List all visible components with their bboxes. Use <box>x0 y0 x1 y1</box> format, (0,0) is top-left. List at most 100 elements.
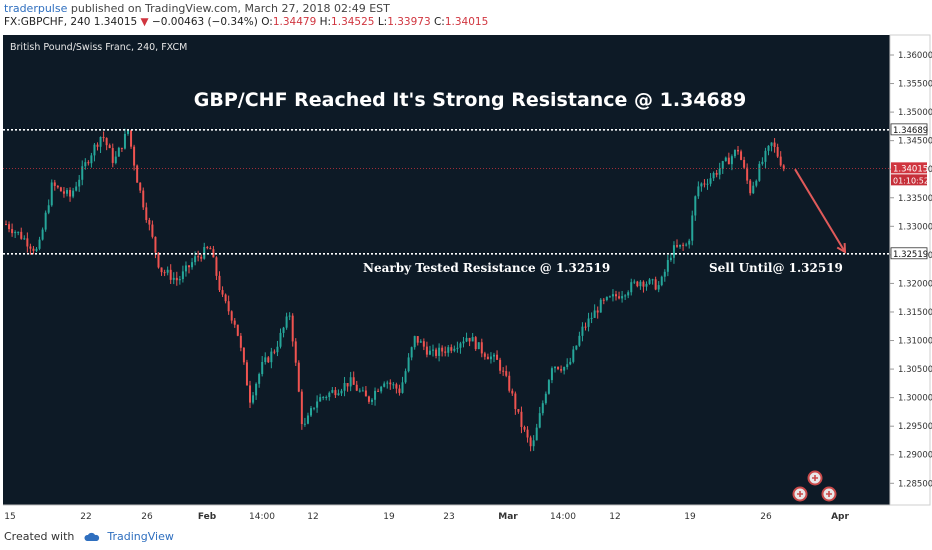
level-label-bg <box>890 247 928 260</box>
candle-body <box>175 277 178 281</box>
candle-body <box>69 190 72 197</box>
candle-body <box>84 162 87 167</box>
candle-body <box>581 326 584 336</box>
candle-body <box>508 375 511 391</box>
candle-body <box>444 351 447 353</box>
candle-body <box>456 347 459 349</box>
y-tick-label: 1.30000 <box>898 394 932 404</box>
down-arrow-icon: ▼ <box>140 16 149 28</box>
candle-body <box>322 397 325 399</box>
y-tick-label: 1.35000 <box>898 108 932 118</box>
candle-body <box>557 366 560 370</box>
candle-body <box>413 336 416 348</box>
candle-body <box>47 205 50 213</box>
candle-body <box>425 346 428 355</box>
candle-body <box>480 342 483 354</box>
countdown-label: 01:10:52 <box>893 176 929 185</box>
candle-body <box>139 182 142 191</box>
candle-body <box>221 290 224 295</box>
current-price-label-bg <box>891 162 927 174</box>
price-change: −0.00463 (−0.34%) <box>151 16 258 28</box>
open-label: O: <box>261 16 273 28</box>
candle-body <box>755 180 758 186</box>
candle-body <box>477 342 480 350</box>
candle-body <box>547 380 550 394</box>
candle-body <box>303 423 306 425</box>
candle-body <box>282 327 285 333</box>
price-axis <box>889 34 931 506</box>
y-tick-label: 1.34500 <box>898 137 932 147</box>
candle-body <box>215 257 218 276</box>
candle-body <box>432 349 434 351</box>
x-tick-label: 22 <box>80 512 91 522</box>
candle-body <box>618 296 621 299</box>
candle-body <box>529 437 532 447</box>
candle-body <box>123 133 126 149</box>
candle-body <box>764 150 767 162</box>
candle-body <box>450 347 453 351</box>
level-label: 1.32519 <box>893 250 928 260</box>
countdown-label-bg <box>891 174 927 186</box>
price-chart[interactable]: British Pound/Swiss Franc, 240, FXCM 1.36… <box>0 32 932 524</box>
candle-body <box>212 249 215 258</box>
candle-body <box>737 149 739 152</box>
candle-body <box>694 196 697 216</box>
candle-body <box>108 145 111 149</box>
candle-body <box>514 393 517 410</box>
candle-body <box>575 345 578 350</box>
candle-body <box>724 157 727 162</box>
candle-body <box>499 359 502 371</box>
x-tick-label: 26 <box>141 512 153 522</box>
candle-body <box>102 136 105 139</box>
candle-body <box>184 265 187 272</box>
candle-body <box>459 343 462 348</box>
candle-body <box>35 248 38 251</box>
candle-body <box>718 168 721 175</box>
x-tick-label: 14:00 <box>550 512 576 522</box>
candles <box>5 128 785 452</box>
candle-body <box>730 156 733 165</box>
x-tick-label: 12 <box>609 512 620 522</box>
author-link[interactable]: traderpulse <box>4 2 68 15</box>
candle-body <box>349 377 352 387</box>
candle-body <box>438 347 441 356</box>
candle-body <box>663 271 666 277</box>
candle-body <box>639 281 642 287</box>
candle-body <box>535 427 538 441</box>
candle-body <box>544 393 547 404</box>
candle-body <box>572 349 575 362</box>
candle-body <box>419 341 422 343</box>
current-price-label: 1.34015 <box>893 164 928 174</box>
candle-body <box>761 161 764 164</box>
annotation-title: GBP/CHF Reached It's Strong Resistance @… <box>194 89 746 111</box>
y-tick-label: 1.28500 <box>898 479 932 489</box>
candle-body <box>721 161 724 169</box>
candle-body <box>169 269 172 280</box>
candle-body <box>23 238 26 240</box>
candle-body <box>157 252 160 268</box>
candle-body <box>133 146 136 166</box>
candle-body <box>383 383 386 387</box>
candle-body <box>142 190 145 208</box>
candle-body <box>502 370 505 372</box>
candle-body <box>389 382 392 385</box>
candle-body <box>297 362 300 392</box>
candle-body <box>93 144 96 156</box>
candle-body <box>563 367 566 371</box>
candle-body <box>181 271 184 280</box>
candle-body <box>233 320 236 325</box>
candle-body <box>114 156 117 163</box>
candle-body <box>615 294 617 297</box>
candle-body <box>87 162 90 164</box>
candle-body <box>569 361 572 365</box>
candle-body <box>239 335 242 348</box>
candle-body <box>242 347 245 363</box>
candle-body <box>700 183 703 187</box>
candle-body <box>206 246 209 249</box>
candle-body <box>172 277 175 280</box>
x-tick-label: 19 <box>684 512 696 522</box>
x-tick-label: 14:00 <box>249 512 275 522</box>
candle-body <box>81 166 84 180</box>
tradingview-link[interactable]: TradingView <box>107 530 174 543</box>
candle-body <box>331 390 334 393</box>
